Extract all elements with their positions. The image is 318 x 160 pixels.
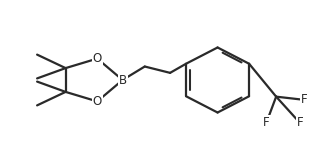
Text: B: B [119, 73, 127, 87]
Text: F: F [297, 116, 303, 129]
Text: O: O [93, 95, 102, 108]
Text: O: O [93, 52, 102, 65]
Text: F: F [263, 116, 270, 128]
Text: F: F [301, 93, 307, 106]
